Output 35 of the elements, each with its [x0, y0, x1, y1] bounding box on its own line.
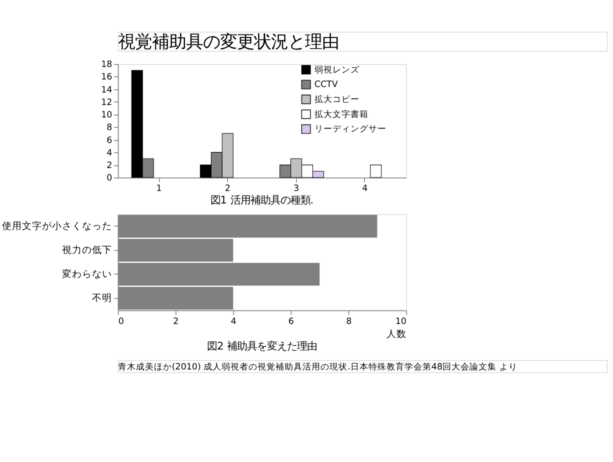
legend-label: 拡大コピー	[314, 94, 360, 106]
bar	[370, 164, 382, 178]
y-tick-label: 16	[101, 72, 112, 83]
y-tick-label: 変わらない	[62, 268, 112, 280]
x-tick-label: 10	[395, 316, 406, 327]
legend-label: CCTV	[314, 80, 338, 90]
text: 視覚補助具の変更状況と理由	[118, 32, 339, 52]
text: 図1 活用補助具の種類.	[210, 194, 314, 207]
x-tick-label: 2	[224, 184, 230, 194]
legend-label: 拡大文字書籍	[314, 108, 368, 120]
y-tick-label: 10	[101, 110, 112, 121]
legend-label: リーディングサー	[314, 124, 386, 135]
x-axis-title: 人数	[386, 328, 406, 340]
y-tick-label: 不明	[92, 292, 112, 304]
y-tick-label: 12	[101, 98, 112, 108]
y-tick-label: 14	[101, 85, 113, 96]
y-tick-label: 2	[106, 160, 112, 171]
y-tick-label: 8	[106, 123, 112, 134]
y-tick-label: 18	[101, 60, 112, 70]
y-tick-label: 使用文字が小さくなった	[2, 220, 112, 232]
text: 図2 補助具を変えた理由	[206, 340, 317, 353]
y-tick-label: 6	[106, 136, 112, 146]
x-tick-label: 6	[288, 316, 294, 327]
x-tick-label: 8	[346, 316, 352, 327]
x-tick-label: 3	[293, 184, 300, 194]
y-tick-label: 0	[106, 174, 112, 184]
x-tick-label: 0	[118, 316, 124, 327]
x-tick-label: 4	[230, 316, 237, 327]
y-tick-label: 4	[106, 148, 113, 158]
legend-label: 弱視レンズ	[314, 64, 360, 76]
x-tick-label: 2	[173, 316, 179, 327]
x-tick-label: 4	[362, 184, 368, 194]
text: 青木成美ほか(2010) 成人弱視者の視覚補助具活用の現状.日本特殊教育学会第48回大会論文集 より	[118, 362, 518, 373]
y-tick-label: 視力の低下	[62, 244, 112, 256]
x-tick-label: 1	[156, 184, 162, 194]
